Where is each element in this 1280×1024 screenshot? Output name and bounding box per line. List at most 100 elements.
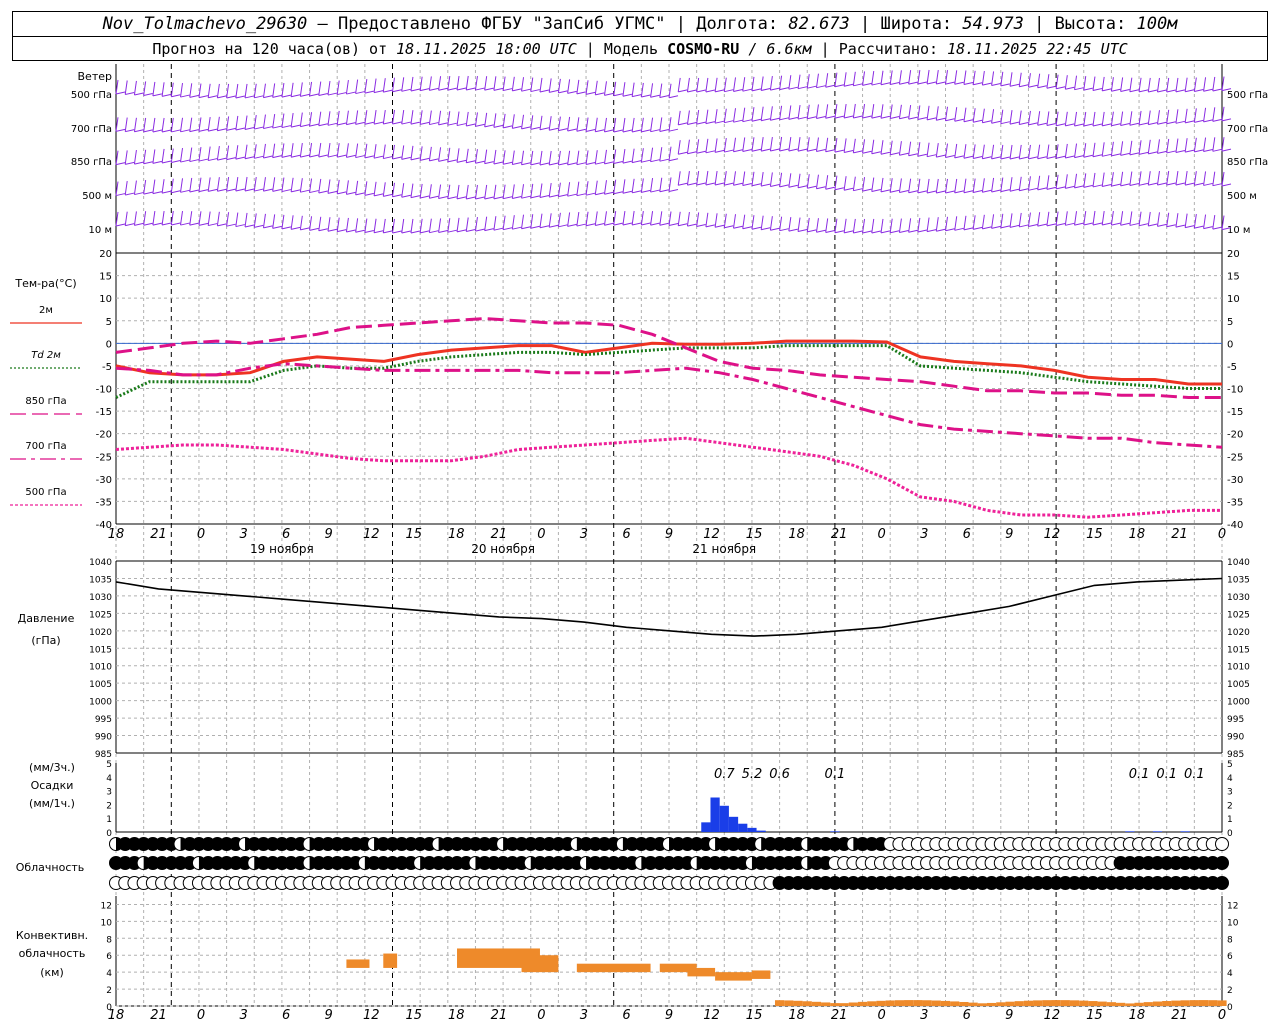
wind-barb-shaft <box>1185 120 1195 124</box>
wind-barb-flag <box>373 110 377 125</box>
wind-barb-flag <box>262 177 266 192</box>
wind-barb-flag <box>1203 214 1207 229</box>
wind-barb-flag <box>198 83 202 98</box>
wind-barb-shaft <box>493 124 503 128</box>
conv-low-bar <box>913 1000 923 1006</box>
wind-barb-flag <box>668 83 672 98</box>
conv-low-bar <box>1189 1000 1199 1006</box>
wind-barb-shaft <box>622 93 633 97</box>
wind-barb-shaft <box>1166 150 1176 154</box>
wind-barb-flag <box>751 137 755 152</box>
wind-barb-flag <box>392 144 395 160</box>
wind-barb-flag <box>410 218 414 234</box>
wind-barb-flag <box>908 218 912 233</box>
temp-y-tick: -35 <box>96 497 112 508</box>
wind-barb-shaft <box>1083 222 1093 226</box>
wind-barb-shaft <box>908 116 918 120</box>
wind-barb-flag <box>502 76 506 91</box>
wind-barb-flag <box>1009 144 1013 160</box>
wind-barb-shaft <box>475 228 485 232</box>
wind-barb-flag <box>686 139 690 154</box>
wind-barb-flag <box>539 213 543 228</box>
wind-barb-flag <box>880 104 884 119</box>
wind-barb-flag <box>299 215 303 230</box>
wind-barb-shaft <box>1157 150 1167 154</box>
wind-barb-shaft <box>125 161 135 165</box>
wind-barb-flag <box>567 116 571 132</box>
wind-barb-flag <box>926 217 930 232</box>
wind-barb-flag <box>935 217 939 232</box>
wind-barb-flag <box>567 150 571 165</box>
wind-barb-flag <box>779 75 783 90</box>
wind-barb-flag <box>723 137 727 153</box>
wind-barb-flag <box>972 70 976 85</box>
time-tick-bottom: 21 <box>491 1008 508 1023</box>
wind-barb-shaft <box>355 91 365 95</box>
wind-barb-flag <box>1175 109 1179 124</box>
wind-barb-flag <box>723 77 727 92</box>
wind-barb-shaft <box>291 94 301 98</box>
wind-barb-flag <box>253 176 257 192</box>
temp-y-tick: 5 <box>106 317 112 328</box>
wind-barb-shaft <box>926 81 937 85</box>
wind-barb-flag <box>401 145 405 160</box>
wind-barb-flag <box>1166 109 1170 124</box>
wind-barb-flag <box>124 150 128 165</box>
wind-barb-flag <box>309 178 313 193</box>
wind-barb-flag <box>576 150 580 165</box>
temp-legend-label: Td 2м <box>31 350 61 361</box>
wind-barb-shaft <box>410 157 421 161</box>
temp-y-tick-right: -40 <box>1227 520 1243 531</box>
wind-barb-flag <box>668 146 672 161</box>
wind-barb-shaft <box>254 126 264 130</box>
wind-barb-shaft <box>161 160 172 164</box>
wind-barb-flag <box>447 147 451 162</box>
wind-barb-shaft <box>1203 226 1213 230</box>
wind-barb-shaft <box>613 191 623 195</box>
wind-barb-flag <box>456 111 460 126</box>
wind-barb-flag <box>1193 214 1197 229</box>
wind-barb-shaft <box>1157 89 1167 93</box>
wind-barb-shaft <box>825 84 835 88</box>
wind-barb-shaft <box>853 83 863 87</box>
wind-barb-shaft <box>198 158 209 162</box>
wind-barb-flag <box>631 82 635 97</box>
wind-barb-shaft <box>456 229 467 233</box>
wind-barb-flag <box>640 148 644 163</box>
press-y-tick-right: 985 <box>1227 750 1244 760</box>
wind-barb-shaft <box>420 195 430 199</box>
wind-barb-shaft <box>954 190 964 194</box>
wind-barb-shaft <box>1037 223 1047 227</box>
wind-barb-shaft <box>549 89 559 93</box>
conv-cloud-block <box>715 972 752 981</box>
wind-barb-shaft <box>834 187 845 191</box>
wind-barb-flag <box>502 215 506 230</box>
wind-barb-flag <box>1166 170 1170 186</box>
wind-barb-flag <box>428 110 432 125</box>
wind-barb-flag <box>585 211 589 226</box>
wind-barb-flag <box>806 74 810 89</box>
wind-barb-shaft <box>807 229 817 233</box>
wind-barb-shaft <box>862 115 872 119</box>
wind-barb-flag <box>898 70 902 85</box>
wind-barb-shaft <box>558 224 568 228</box>
wind-barb-shaft <box>567 193 577 197</box>
wind-barb-flag <box>253 213 257 228</box>
wind-barb-shaft <box>1009 121 1020 125</box>
wind-barb-flag <box>493 216 497 231</box>
wind-barb-flag <box>309 112 313 127</box>
wind-barb-row <box>115 170 1232 200</box>
time-tick-bottom: 21 <box>831 1008 848 1023</box>
wind-barb-flag <box>133 117 137 132</box>
wind-barb-shaft <box>291 226 301 230</box>
conv-cloud-block <box>751 970 771 979</box>
wind-barb-shaft <box>678 122 688 126</box>
wind-barb-flag <box>161 148 165 164</box>
wind-barb-shaft <box>641 94 651 98</box>
wind-barb-flag <box>161 117 165 133</box>
conv-low-bar <box>1143 1002 1153 1006</box>
wind-barb-flag <box>161 179 165 194</box>
wind-barb-flag <box>908 70 912 85</box>
wind-barb-flag <box>281 143 285 158</box>
wind-barb-flag <box>926 142 930 157</box>
